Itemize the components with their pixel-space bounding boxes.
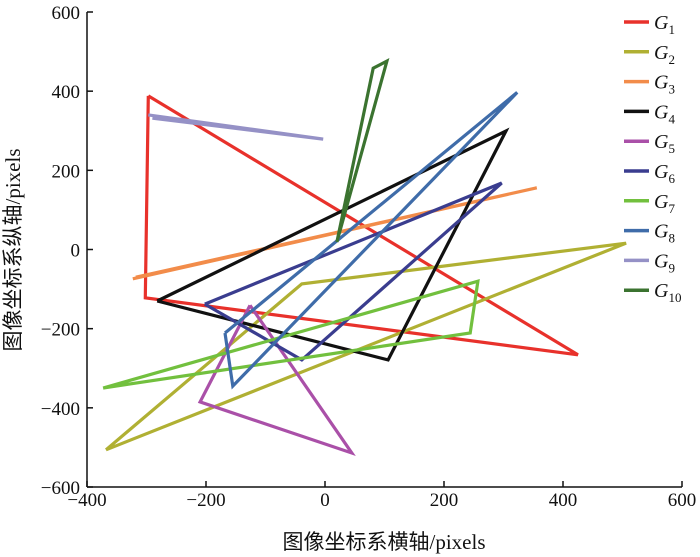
series-line-g5: [197, 304, 356, 457]
legend-label: G2: [654, 42, 675, 67]
series-line-g4: [156, 127, 510, 362]
legend-label-name: G: [654, 12, 669, 34]
y-tick-label: 0: [71, 241, 81, 262]
legend-label-subscript: 1: [668, 22, 675, 37]
legend-label-subscript: 3: [668, 82, 675, 97]
legend-label-name: G: [654, 191, 669, 213]
legend-label-name: G: [654, 280, 669, 302]
y-axis-title: 图像坐标系纵轴/pixels: [1, 149, 25, 352]
legend-label-name: G: [654, 42, 669, 64]
legend-label-name: G: [654, 250, 669, 272]
series-line-g6: [204, 181, 503, 362]
series-line-g2: [104, 241, 627, 452]
legend-item-g6: G6: [624, 161, 675, 186]
x-axis-title: 图像坐标系横轴/pixels: [283, 530, 486, 554]
y-tick-label: 200: [52, 161, 81, 182]
legend-label: G4: [654, 101, 675, 126]
legend-label: G10: [654, 280, 681, 305]
x-tick-label: 400: [549, 490, 578, 511]
series-line-g9: [148, 113, 324, 141]
legend-label: G9: [654, 250, 675, 275]
series-line-g7: [102, 278, 480, 390]
y-tick-label: −200: [41, 320, 80, 341]
legend-label-subscript: 10: [668, 290, 681, 305]
series-layer: [102, 57, 627, 457]
legend-label-subscript: 4: [668, 111, 675, 126]
legend-label-subscript: 8: [668, 231, 675, 246]
legend-label-subscript: 2: [668, 52, 675, 67]
legend-label: G6: [654, 161, 675, 186]
legend-item-g7: G7: [624, 191, 675, 216]
legend-label: G8: [654, 221, 675, 246]
x-tick-label: −400: [67, 490, 106, 511]
legend-item-g3: G3: [624, 72, 675, 97]
legend-label: G1: [654, 12, 675, 37]
legend-label-subscript: 9: [668, 260, 675, 275]
x-tick-label: 600: [668, 490, 697, 511]
legend-label: G7: [654, 191, 675, 216]
y-tick-label: 400: [52, 82, 81, 103]
legend-item-g9: G9: [624, 250, 675, 275]
legend-label-name: G: [654, 72, 669, 94]
legend-label: G5: [654, 131, 675, 156]
legend-item-g1: G1: [624, 12, 675, 37]
legend-label-name: G: [654, 221, 669, 243]
legend-label-name: G: [654, 161, 669, 183]
axes: [86, 12, 682, 488]
legend-label-subscript: 7: [668, 201, 675, 216]
series-line-g8: [223, 91, 519, 390]
legend-item-g2: G2: [624, 42, 675, 67]
legend-label-name: G: [654, 101, 669, 123]
legend-label-subscript: 5: [668, 141, 675, 156]
legend-label-subscript: 6: [668, 171, 675, 186]
legend-label: G3: [654, 72, 675, 97]
legend-item-g5: G5: [624, 131, 675, 156]
legend-item-g4: G4: [624, 101, 675, 126]
y-tick-label: −600: [41, 478, 80, 499]
x-tick-label: 0: [320, 490, 330, 511]
y-tick-label: −400: [41, 399, 80, 420]
series-line-g3: [132, 186, 538, 281]
x-tick-label: 200: [430, 490, 459, 511]
legend-item-g8: G8: [624, 221, 675, 246]
y-tick-label: 600: [52, 3, 81, 24]
legend-item-g10: G10: [624, 280, 681, 305]
x-tick-label: −200: [186, 490, 225, 511]
y-ticks: −600 −400 −200 0 200 400 600: [41, 3, 93, 499]
series-line-g10: [335, 57, 390, 243]
legend-label-name: G: [654, 131, 669, 153]
x-ticks: −400 −200 0 200 400 600: [67, 481, 696, 511]
